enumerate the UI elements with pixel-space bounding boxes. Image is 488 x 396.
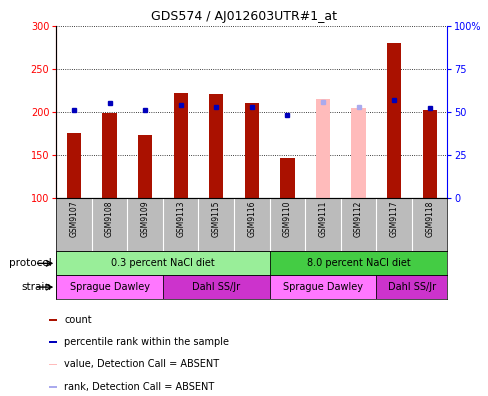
Text: GSM9108: GSM9108 bbox=[105, 201, 114, 237]
Text: value, Detection Call = ABSENT: value, Detection Call = ABSENT bbox=[64, 359, 219, 369]
Bar bbox=[209, 94, 223, 198]
Text: protocol: protocol bbox=[9, 258, 51, 268]
Text: 8.0 percent NaCl diet: 8.0 percent NaCl diet bbox=[306, 258, 409, 268]
Text: 0.3 percent NaCl diet: 0.3 percent NaCl diet bbox=[111, 258, 214, 268]
Text: GSM9116: GSM9116 bbox=[247, 201, 256, 237]
Text: Dahl SS/Jr: Dahl SS/Jr bbox=[192, 282, 240, 292]
Bar bbox=[102, 113, 117, 198]
Bar bbox=[386, 43, 400, 198]
Text: GSM9117: GSM9117 bbox=[389, 201, 398, 237]
Text: GSM9115: GSM9115 bbox=[211, 201, 220, 237]
Text: GSM9112: GSM9112 bbox=[353, 201, 362, 237]
Bar bbox=[67, 133, 81, 198]
Bar bbox=[56, 251, 269, 275]
Text: GSM9111: GSM9111 bbox=[318, 201, 327, 237]
Text: GSM9110: GSM9110 bbox=[283, 201, 291, 237]
Text: Sprague Dawley: Sprague Dawley bbox=[69, 282, 149, 292]
Bar bbox=[173, 93, 187, 198]
Bar bbox=[351, 109, 365, 198]
Bar bbox=[49, 386, 57, 388]
Bar bbox=[138, 135, 152, 198]
Bar bbox=[49, 341, 57, 343]
Bar bbox=[376, 275, 447, 299]
Bar bbox=[280, 158, 294, 198]
Text: strain: strain bbox=[21, 282, 51, 292]
Bar bbox=[422, 110, 436, 198]
Text: percentile rank within the sample: percentile rank within the sample bbox=[64, 337, 229, 347]
Text: GSM9109: GSM9109 bbox=[141, 201, 149, 237]
Bar bbox=[163, 275, 269, 299]
Text: count: count bbox=[64, 315, 92, 325]
Bar bbox=[244, 103, 259, 198]
Text: Sprague Dawley: Sprague Dawley bbox=[283, 282, 362, 292]
Text: GSM9113: GSM9113 bbox=[176, 201, 185, 237]
Text: GSM9118: GSM9118 bbox=[424, 201, 433, 237]
Bar bbox=[56, 275, 163, 299]
Bar bbox=[269, 251, 447, 275]
Text: GSM9107: GSM9107 bbox=[69, 201, 79, 237]
Text: rank, Detection Call = ABSENT: rank, Detection Call = ABSENT bbox=[64, 382, 214, 392]
Bar bbox=[49, 364, 57, 365]
Text: Dahl SS/Jr: Dahl SS/Jr bbox=[387, 282, 435, 292]
Bar bbox=[49, 319, 57, 320]
Text: GDS574 / AJ012603UTR#1_at: GDS574 / AJ012603UTR#1_at bbox=[151, 10, 337, 23]
Bar bbox=[269, 275, 376, 299]
Bar bbox=[315, 99, 329, 198]
